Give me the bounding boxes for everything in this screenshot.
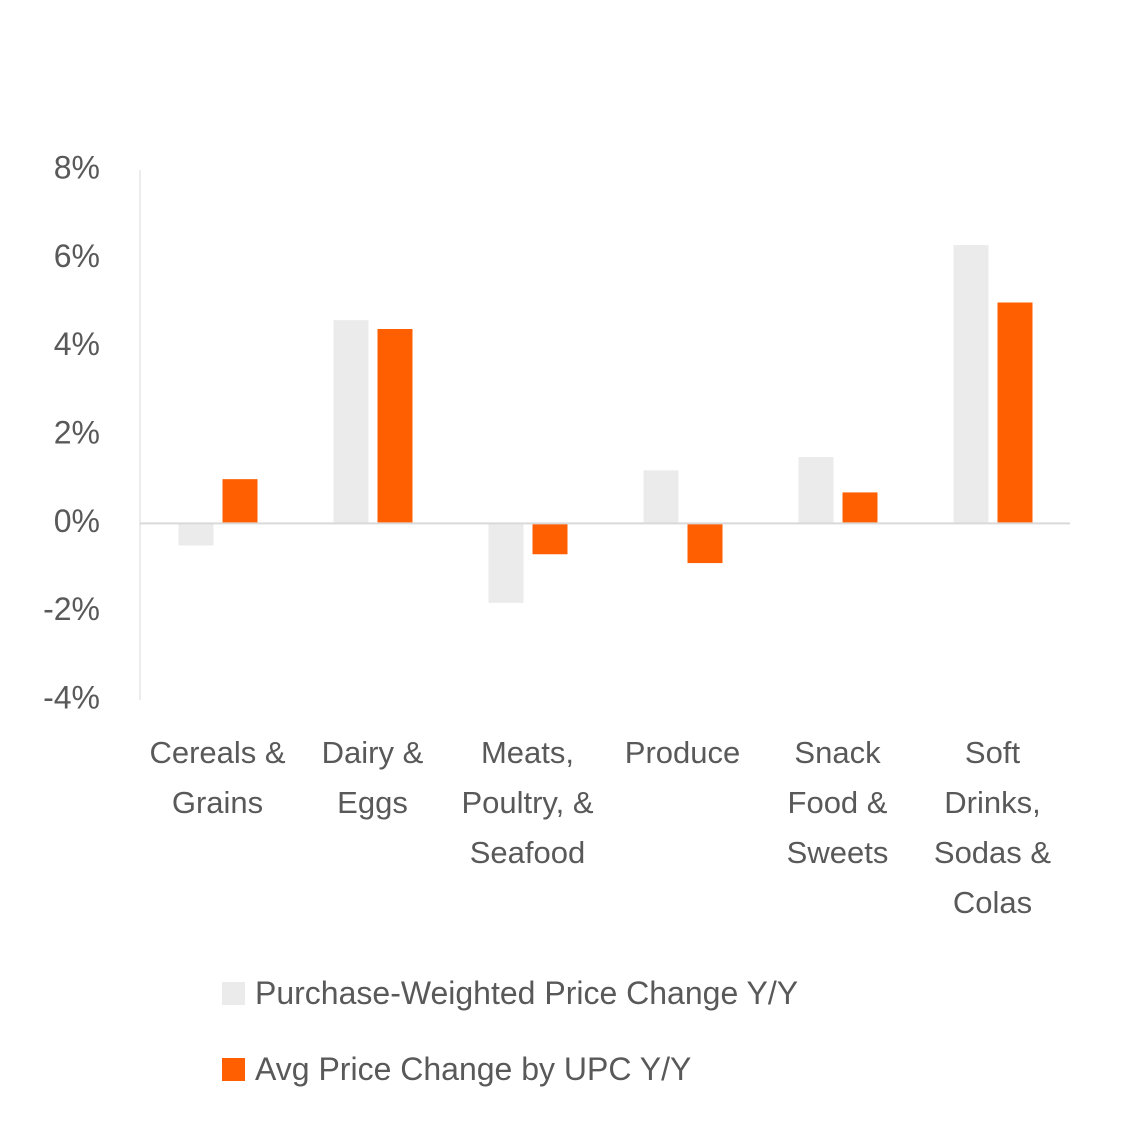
- x-tick-label: Meats, Poultry, & Seafood: [461, 735, 594, 870]
- bar: [687, 523, 723, 564]
- bar: [222, 479, 258, 524]
- legend-swatch: [222, 1058, 245, 1081]
- legend-label: Purchase-Weighted Price Change Y/Y: [255, 975, 799, 1011]
- bar: [377, 329, 413, 524]
- y-tick-label: 8%: [54, 149, 100, 185]
- bar: [333, 320, 369, 524]
- bar: [997, 302, 1033, 524]
- y-tick-label: 6%: [54, 238, 100, 274]
- bar: [643, 470, 679, 524]
- bar: [532, 523, 568, 555]
- bar: [798, 457, 834, 524]
- y-tick-label: 4%: [54, 326, 100, 362]
- legend-label: Avg Price Change by UPC Y/Y: [255, 1051, 692, 1087]
- bar: [953, 245, 989, 524]
- legend-item: Avg Price Change by UPC Y/Y: [222, 1051, 691, 1088]
- bar: [488, 523, 524, 603]
- y-tick-label: -2%: [43, 591, 100, 627]
- x-tick-label: Dairy & Eggs: [321, 735, 424, 820]
- x-tick-label: Snack Food & Sweets: [786, 735, 889, 870]
- bar: [842, 492, 878, 524]
- x-tick-label: Produce: [624, 735, 741, 770]
- legend-item: Purchase-Weighted Price Change Y/Y: [222, 975, 798, 1012]
- y-tick-label: 0%: [54, 503, 100, 539]
- bar: [178, 523, 214, 546]
- legend-swatch: [222, 982, 245, 1005]
- y-tick-label: 2%: [54, 414, 100, 450]
- y-tick-label: -4%: [43, 679, 100, 715]
- x-tick-label: Cereals & Grains: [149, 735, 286, 820]
- x-tick-label: Soft Drinks, Sodas & Colas: [933, 735, 1052, 920]
